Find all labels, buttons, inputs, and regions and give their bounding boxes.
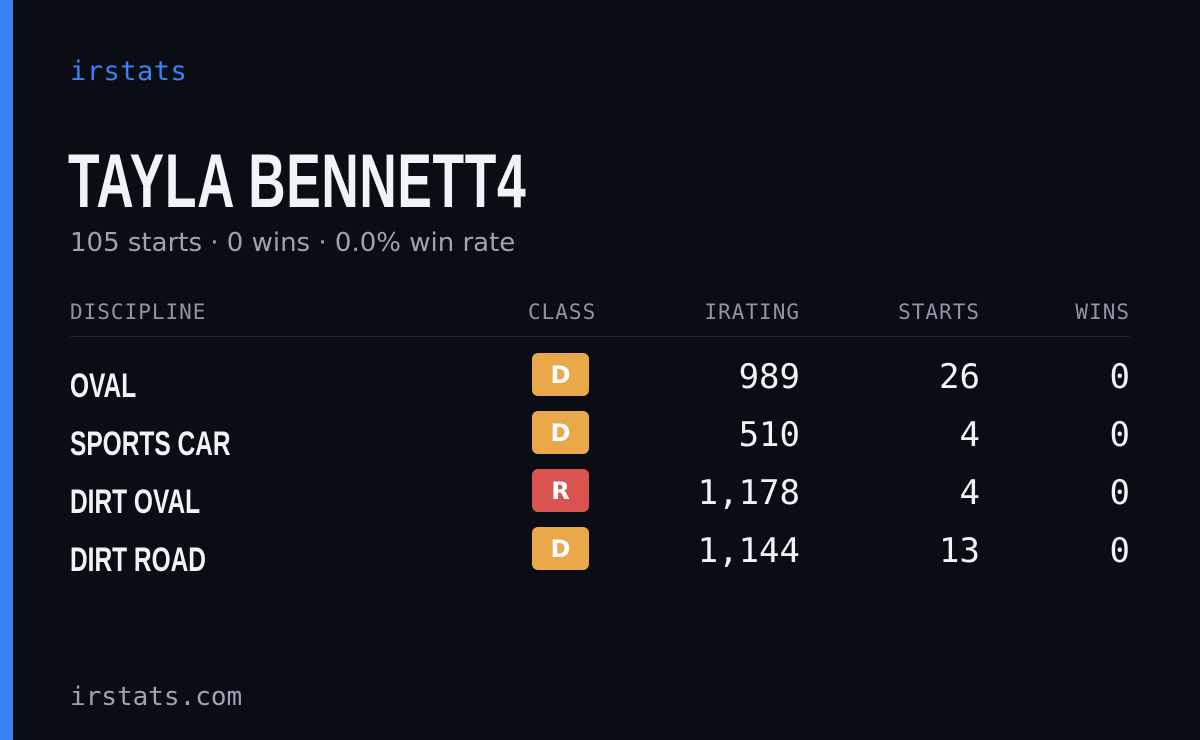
- header-discipline: DISCIPLINE: [70, 300, 207, 324]
- irating-value: 989: [738, 357, 800, 397]
- footer-url: irstats.com: [70, 682, 243, 712]
- discipline-stats-table: DISCIPLINE CLASS IRATING STARTS WINS OVA…: [70, 300, 1130, 585]
- discipline-name: DIRT OVAL: [70, 483, 201, 521]
- starts-value: 4: [959, 415, 980, 455]
- driver-name: TAYLA BENNETT4: [68, 139, 527, 224]
- discipline-name: DIRT ROAD: [70, 541, 207, 579]
- irating-value: 510: [738, 415, 800, 455]
- table-header: DISCIPLINE CLASS IRATING STARTS WINS: [70, 300, 1130, 337]
- class-badge: D: [532, 527, 589, 570]
- brand-logo-text: irstats: [70, 56, 188, 87]
- header-starts: STARTS: [898, 300, 980, 324]
- wins-value: 0: [1109, 357, 1130, 397]
- wins-value: 0: [1109, 473, 1130, 513]
- starts-value: 13: [939, 531, 980, 571]
- class-badge: R: [532, 469, 589, 512]
- wins-value: 0: [1109, 531, 1130, 571]
- discipline-name: OVAL: [70, 367, 137, 405]
- starts-value: 4: [959, 473, 980, 513]
- table-row: SPORTS CAR D 510 4 0: [70, 411, 1130, 469]
- wins-value: 0: [1109, 415, 1130, 455]
- irating-value: 1,144: [697, 531, 800, 571]
- table-row: OVAL D 989 26 0: [70, 353, 1130, 411]
- header-wins: WINS: [1075, 300, 1130, 324]
- starts-value: 26: [939, 357, 980, 397]
- header-irating: IRATING: [704, 300, 800, 324]
- discipline-name: SPORTS CAR: [70, 425, 231, 463]
- table-row: DIRT OVAL R 1,178 4 0: [70, 469, 1130, 527]
- table-body: OVAL D 989 26 0 SPORTS CAR D 510 4 0 DIR…: [70, 337, 1130, 585]
- driver-summary: 105 starts · 0 wins · 0.0% win rate: [70, 228, 516, 258]
- table-row: DIRT ROAD D 1,144 13 0: [70, 527, 1130, 585]
- header-class: CLASS: [528, 300, 597, 324]
- class-badge: D: [532, 411, 589, 454]
- irating-value: 1,178: [697, 473, 800, 513]
- class-badge: D: [532, 353, 589, 396]
- accent-bar: [0, 0, 13, 740]
